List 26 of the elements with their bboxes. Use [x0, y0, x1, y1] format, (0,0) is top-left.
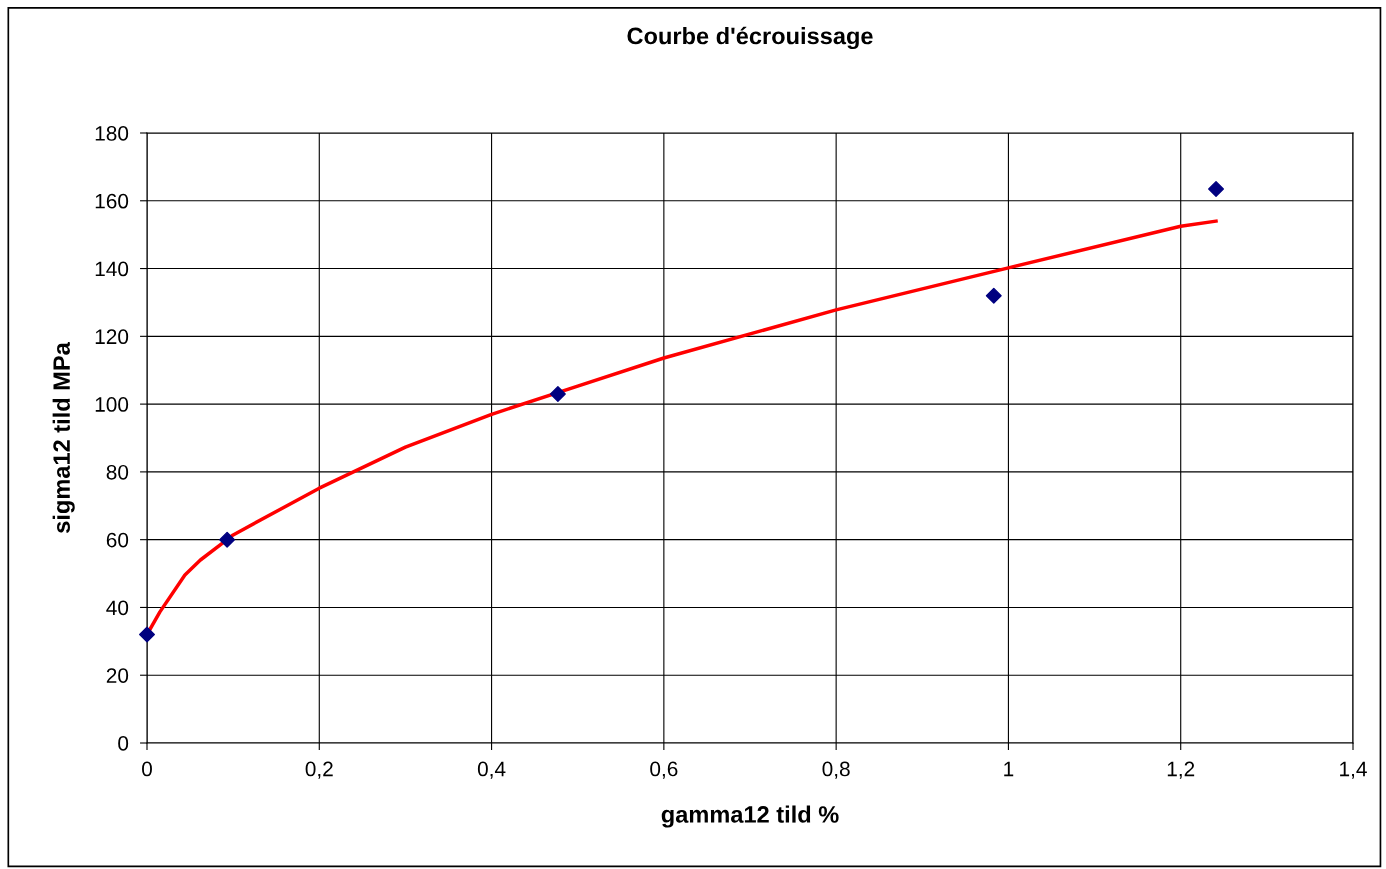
x-tick-label: 0,8 — [822, 761, 850, 779]
x-tick-label: 1,4 — [1340, 761, 1367, 779]
point — [139, 626, 155, 643]
point — [1208, 180, 1225, 197]
point — [219, 531, 236, 548]
y-tick-label: 120 — [95, 329, 129, 345]
y-axis-title: sigma12 tild MPa — [52, 342, 75, 533]
chart-title: Courbe d'écrouissage — [627, 26, 873, 50]
y-tick-label: 40 — [106, 600, 129, 616]
y-tick-label: 140 — [95, 261, 129, 277]
x-tick-label: 0,6 — [650, 761, 678, 779]
y-tick-label: 20 — [106, 668, 129, 683]
y-tick-label: 0 — [118, 736, 129, 751]
x-tick-label: 1,2 — [1167, 761, 1195, 779]
x-tick-label: 0,4 — [477, 761, 506, 779]
y-tick-label: 60 — [106, 532, 129, 548]
x-tick-label: 1 — [1004, 761, 1014, 777]
x-tick-label: 0,2 — [305, 761, 333, 779]
y-tick-label: 180 — [95, 126, 129, 141]
y-tick-label: 80 — [106, 464, 129, 480]
y-tick-label: 100 — [95, 397, 129, 412]
point — [549, 385, 566, 402]
point — [985, 287, 1002, 304]
y-tick-label: 160 — [95, 193, 129, 209]
x-axis-title: gamma12 tild % — [661, 805, 839, 828]
x-tick-label: 0 — [142, 761, 152, 777]
